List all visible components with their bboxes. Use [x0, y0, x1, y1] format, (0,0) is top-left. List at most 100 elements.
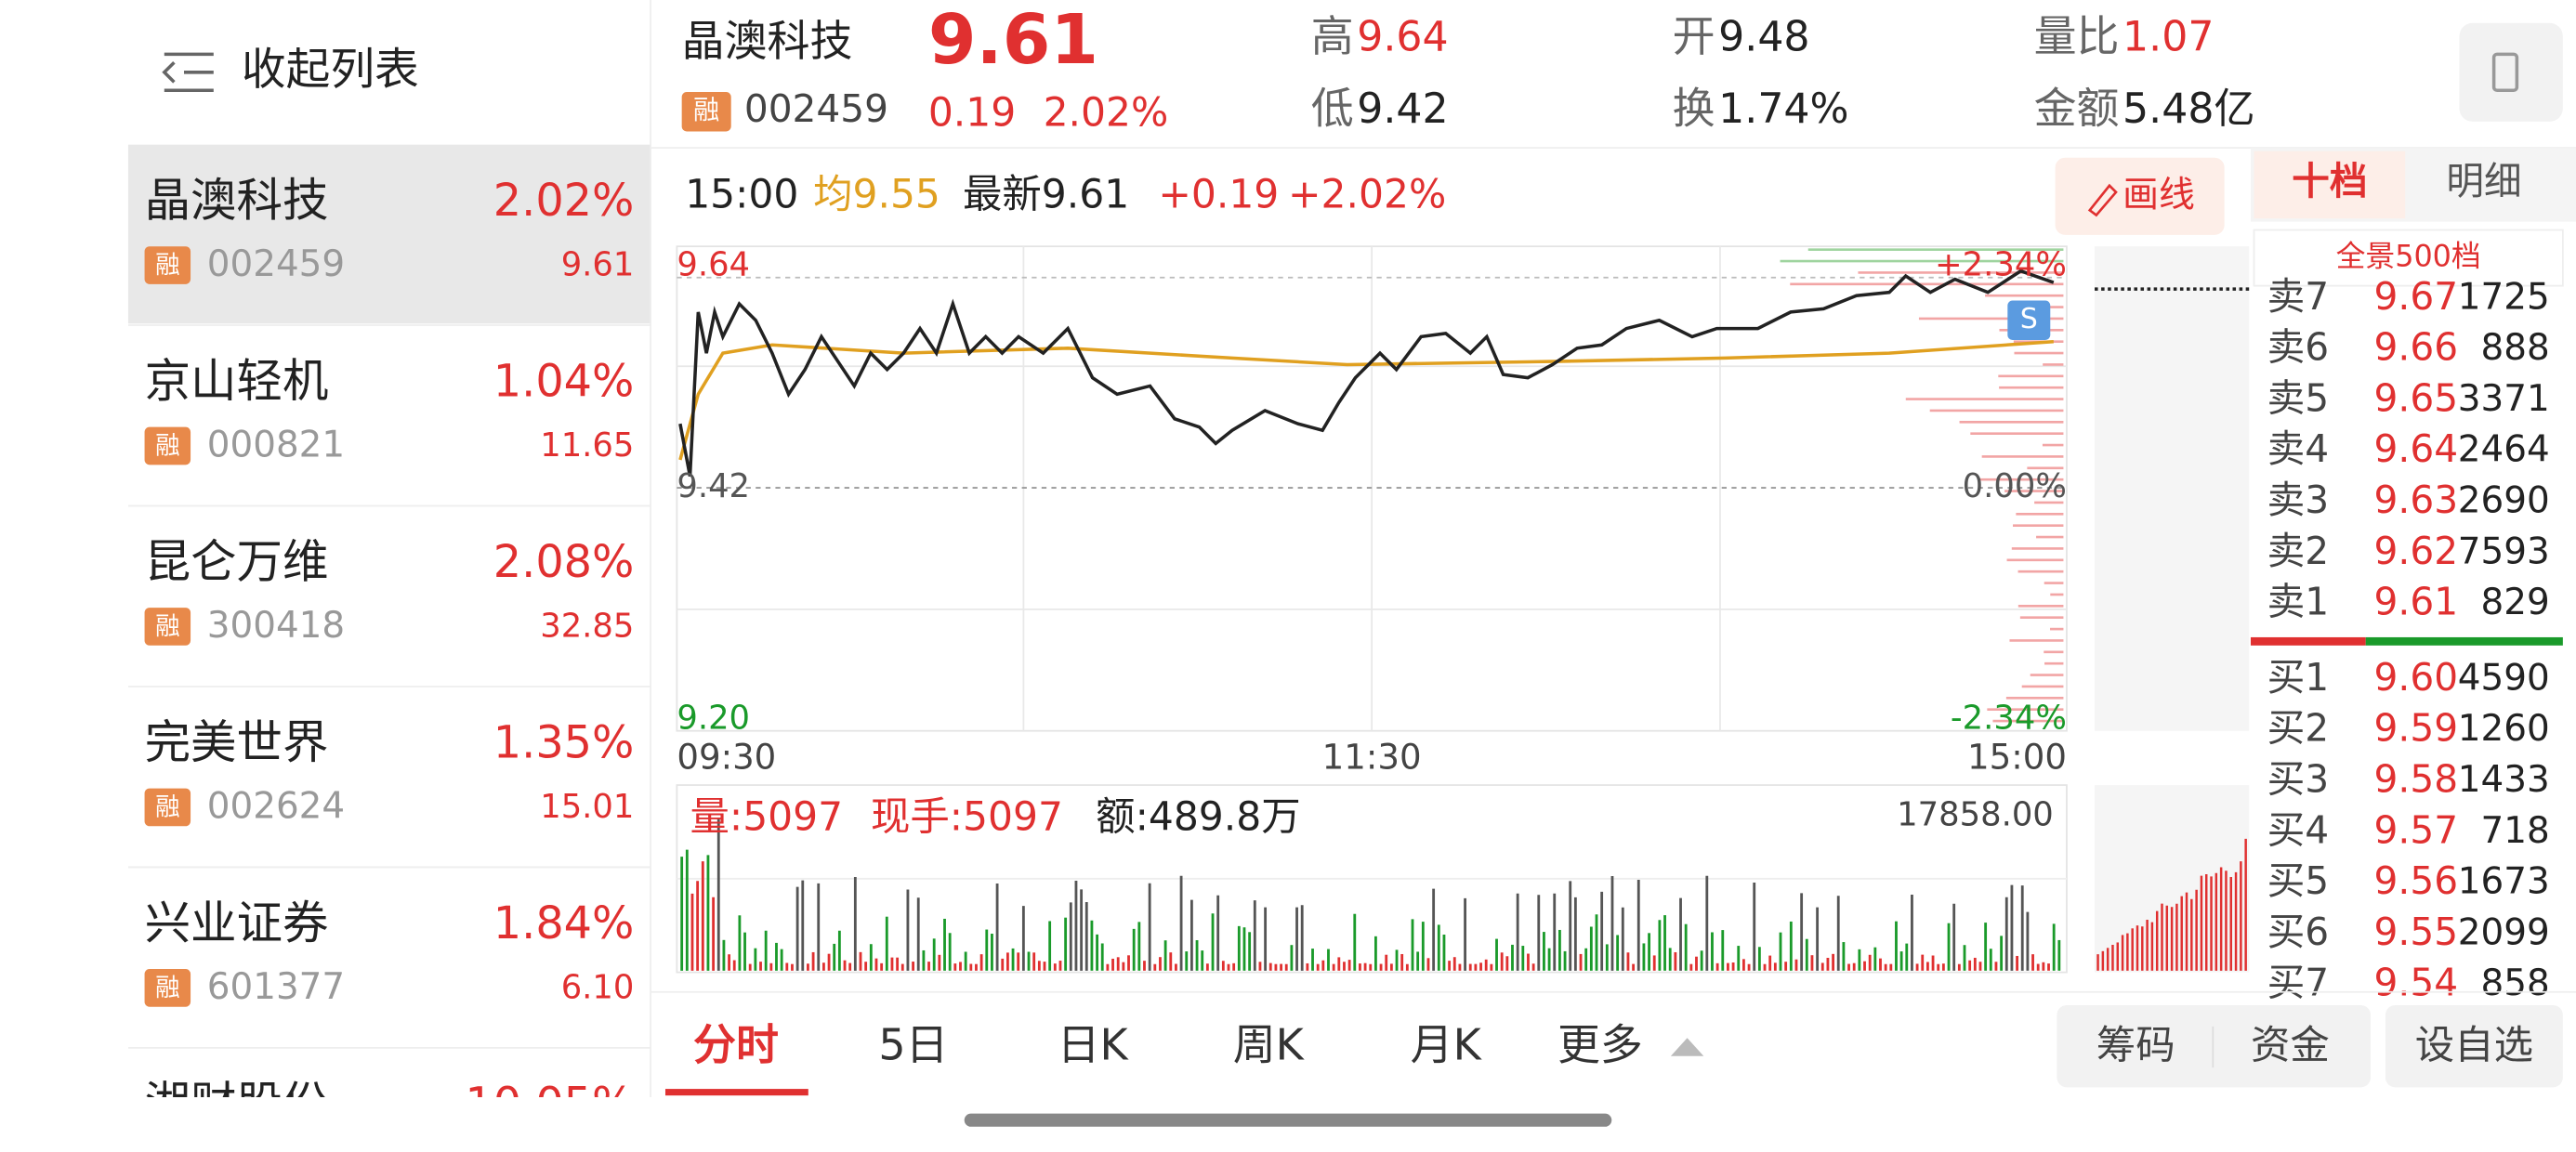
book-price: 9.54 — [2374, 961, 2459, 1005]
book-volume: 7593 — [2458, 530, 2550, 572]
stock-code: 000821 — [207, 424, 345, 465]
stock-code: 002459 — [207, 243, 345, 285]
period-tab[interactable]: 更多 — [1557, 1019, 1643, 1069]
info-time: 15:00 — [685, 173, 798, 218]
period-tab[interactable]: 周K — [1233, 1019, 1306, 1069]
stock-price: 15.01 — [540, 788, 634, 826]
book-label: 卖2 — [2267, 529, 2330, 573]
stock-name: 昆仑万维 — [145, 535, 329, 589]
period-tab[interactable]: 5日 — [878, 1019, 948, 1069]
tag-box — [144, 969, 191, 1007]
collapse-icon — [162, 52, 214, 93]
stock-code: 601377 — [207, 966, 345, 1008]
stock-change: 2.08% — [493, 537, 635, 588]
stock-row[interactable]: 晶澳科技 2.02% 融 002459 9.61 — [127, 144, 651, 324]
book-volume: 1725 — [2458, 276, 2550, 318]
book-label: 卖3 — [2267, 478, 2330, 522]
stock-name: 兴业证券 — [145, 897, 329, 950]
book-price: 9.63 — [2374, 478, 2459, 522]
orderbook-tab[interactable]: 明细 — [2446, 159, 2521, 203]
button-bg — [2385, 1004, 2563, 1088]
badge: S — [2020, 303, 2038, 335]
draw-button[interactable]: 画线 — [2055, 157, 2225, 235]
stock-price: 9.61 — [928, 0, 1098, 80]
price-bottom: 9.20 — [677, 699, 750, 737]
book-label: 卖4 — [2267, 426, 2330, 471]
book-price: 9.61 — [2374, 580, 2459, 624]
stat-value: 9.64 — [1357, 13, 1448, 60]
draw-label: 画线 — [2123, 175, 2195, 216]
stock-price: 11.65 — [540, 426, 634, 465]
book-volume: 718 — [2481, 810, 2550, 852]
stock-row[interactable]: 完美世界 1.35% 融 002624 15.01 — [127, 686, 651, 827]
book-label: 买6 — [2267, 910, 2330, 954]
stock-code: 002624 — [207, 785, 345, 827]
stock-row[interactable]: 兴业证券 1.84% 融 601377 6.10 — [127, 866, 651, 1008]
device-icon — [2491, 52, 2519, 93]
book-volume: 888 — [2481, 327, 2550, 369]
stock-name: 晶澳科技 — [682, 16, 853, 66]
chip-button[interactable]: 筹码 — [2096, 1023, 2175, 1068]
book-price: 9.56 — [2374, 858, 2459, 903]
book-price: 9.55 — [2374, 910, 2459, 954]
stock-row[interactable]: 京山轻机 1.04% 融 000821 11.65 — [127, 324, 651, 465]
tab-active[interactable] — [2254, 151, 2406, 219]
book-label: 买4 — [2267, 807, 2330, 852]
full-button[interactable] — [2253, 229, 2564, 287]
stat-label: 低 — [1311, 84, 1354, 134]
stock-change: 1.35% — [493, 718, 635, 769]
stock-name: 完美世界 — [145, 715, 329, 769]
row-highlight — [127, 144, 651, 324]
stat-value: 9.48 — [1718, 13, 1809, 60]
collapse-button[interactable]: 收起列表 — [162, 45, 419, 96]
mini-panel — [2095, 246, 2250, 731]
pct-mid: 0.00% — [1963, 467, 2067, 505]
tag-box — [681, 92, 731, 132]
stat-label: 高 — [1311, 11, 1354, 61]
book-price: 9.58 — [2374, 757, 2459, 802]
stock-change: 2.02% — [493, 176, 635, 227]
tag: 融 — [155, 612, 180, 641]
price-top: 9.64 — [677, 245, 750, 283]
tab-underline — [664, 1089, 808, 1096]
tag: 融 — [155, 974, 180, 1002]
ratio-bar-green — [2365, 636, 2563, 646]
stock-price: 32.85 — [540, 607, 634, 645]
watchlist-button[interactable]: 设自选 — [2415, 1023, 2533, 1068]
book-volume: 2690 — [2458, 479, 2550, 521]
stock-price: 6.10 — [561, 968, 635, 1006]
stock-name: 晶澳科技 — [145, 174, 329, 228]
ratio-bar-red — [2250, 636, 2366, 646]
fund-button[interactable]: 资金 — [2251, 1023, 2330, 1068]
book-label: 买7 — [2267, 961, 2330, 1005]
collapse-label: 收起列表 — [242, 45, 419, 96]
stock-change: 10.05% — [465, 1080, 634, 1131]
volume-max: 17858.00 — [1897, 796, 2054, 834]
period-tab[interactable]: 日K — [1058, 1019, 1130, 1069]
book-price: 9.65 — [2374, 375, 2459, 420]
book-label: 卖1 — [2267, 580, 2330, 624]
book-price: 9.66 — [2374, 325, 2459, 370]
amount-label: 额:489.8万 — [1096, 795, 1301, 841]
orderbook-tab[interactable]: 十档 — [2292, 159, 2367, 203]
time-label: 11:30 — [1322, 737, 1422, 777]
book-volume: 1673 — [2458, 861, 2550, 903]
book-volume: 2464 — [2458, 429, 2550, 471]
tag: 融 — [155, 431, 180, 460]
stat-value: 1.74% — [1718, 85, 1848, 133]
stock-row[interactable]: 昆仑万维 2.08% 融 300418 32.85 — [127, 504, 651, 647]
tag: 融 — [155, 251, 180, 280]
book-label: 买1 — [2267, 655, 2330, 700]
stat-label: 量比 — [2034, 11, 2120, 61]
stock-row[interactable]: 湘财股份 10.05% — [127, 1047, 651, 1131]
period-tab[interactable]: 月K — [1411, 1019, 1483, 1069]
home-indicator — [964, 1113, 1612, 1127]
stat-value: 9.42 — [1357, 85, 1448, 133]
period-tab[interactable]: 分时 — [693, 1019, 779, 1069]
pct-bottom: -2.34% — [1951, 699, 2067, 737]
device-button[interactable] — [2459, 22, 2563, 122]
pct-top: +2.34% — [1935, 245, 2067, 283]
book-price: 9.57 — [2374, 807, 2459, 852]
change: 0.19 — [928, 90, 1016, 136]
